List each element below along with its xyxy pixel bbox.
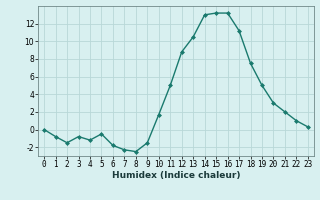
X-axis label: Humidex (Indice chaleur): Humidex (Indice chaleur): [112, 171, 240, 180]
